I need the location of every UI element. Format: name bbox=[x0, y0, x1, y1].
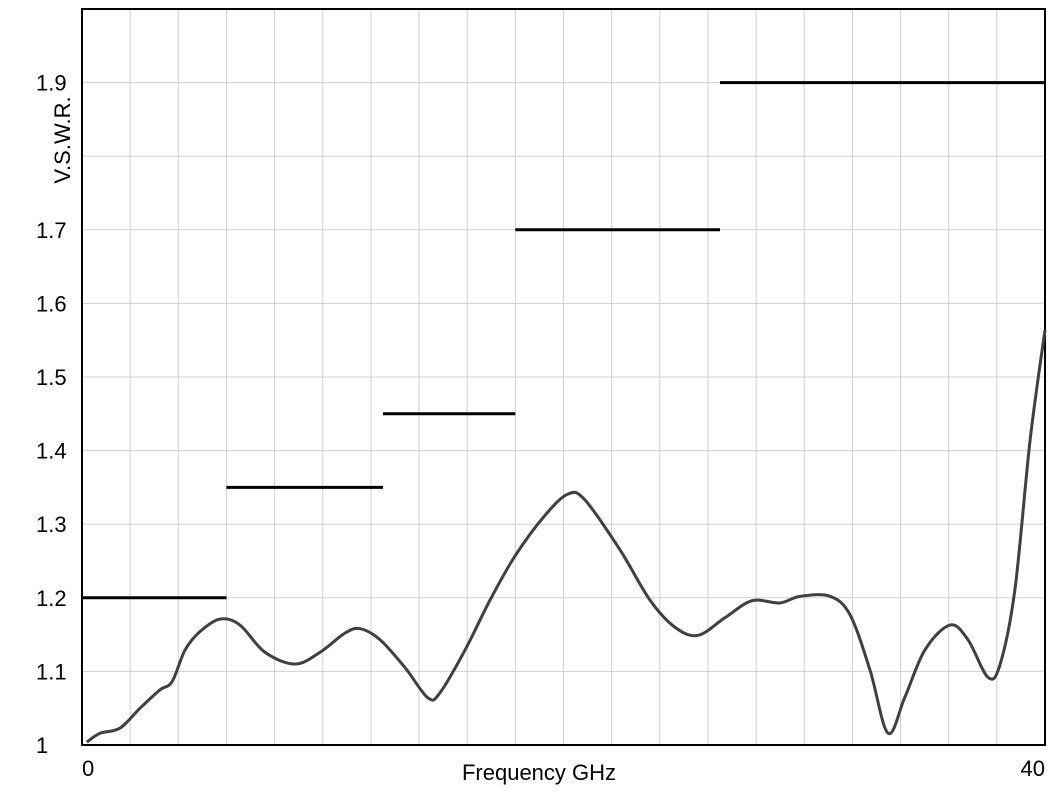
y-tick-label: 1.3 bbox=[36, 512, 67, 537]
y-tick-label: 1 bbox=[36, 733, 48, 758]
y-tick-label: 1.5 bbox=[36, 365, 67, 390]
y-tick-label: 1.2 bbox=[36, 586, 67, 611]
x-axis-label: Frequency GHz bbox=[462, 760, 616, 785]
vswr-line bbox=[85, 329, 1047, 744]
y-tick-label: 1.6 bbox=[36, 291, 67, 316]
x-tick-label: 0 bbox=[82, 756, 94, 781]
y-axis-label: V.S.W.R. bbox=[50, 96, 75, 183]
plot-border bbox=[81, 8, 1046, 746]
y-tick-label: 1.9 bbox=[36, 71, 67, 96]
y-tick-label: 1.7 bbox=[36, 218, 67, 243]
y-tick-label: 1.1 bbox=[36, 659, 67, 684]
x-tick-label: 40 bbox=[1021, 756, 1045, 781]
y-tick-label: 1.4 bbox=[36, 439, 67, 464]
